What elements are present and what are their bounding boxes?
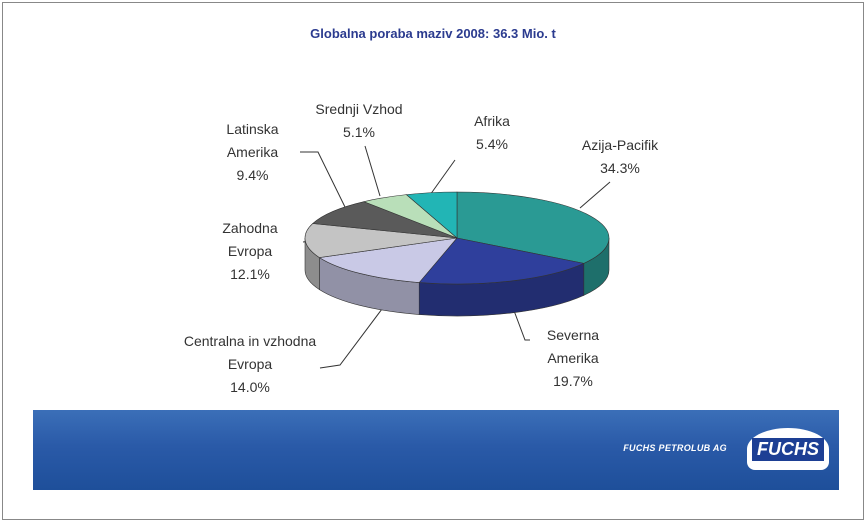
value-label: 34.3% (600, 160, 640, 176)
chart-title: Globalna poraba maziv 2008: 36.3 Mio. t (310, 26, 556, 41)
value-label: 12.1% (230, 266, 270, 282)
value-label: 9.4% (236, 167, 269, 183)
category-label: Srednji Vzhod (315, 101, 403, 117)
slice (418, 237, 585, 285)
category-label: Centralna in vzhodna Evropa (183, 333, 317, 372)
company-name: FUCHS PETROLUB AG (623, 443, 727, 453)
leader-line (429, 159, 456, 196)
data-label: Afrika 5.4% (455, 110, 529, 156)
data-label: Azija-Pacifik 34.3% (568, 134, 672, 180)
leader-line (579, 181, 611, 209)
data-label: Centralna in vzhodna Evropa 14.0% (180, 330, 320, 399)
slice (318, 237, 458, 283)
slice (405, 191, 458, 239)
category-label: Severna Amerika (546, 327, 600, 366)
top-faces (304, 191, 610, 285)
leader-line (300, 151, 346, 208)
slice (312, 201, 458, 239)
category-label: Zahodna Evropa (222, 220, 278, 259)
leader-line (509, 299, 530, 341)
slice (304, 223, 458, 258)
footer-banner: FUCHS PETROLUB AG FUCHS (33, 410, 839, 490)
logo-text: FUCHS (752, 438, 824, 461)
category-label: Azija-Pacifik (581, 137, 659, 153)
value-label: 14.0% (230, 379, 270, 395)
value-label: 19.7% (553, 373, 593, 389)
leader-line (319, 304, 386, 369)
value-label: 5.1% (343, 124, 375, 140)
category-label: Afrika (474, 113, 510, 129)
logo: FUCHS (747, 428, 829, 470)
data-label: Srednji Vzhod 5.1% (300, 98, 418, 144)
leader-lines (300, 145, 611, 369)
data-label: Latinska Amerika 9.4% (205, 118, 300, 187)
category-label: Latinska Amerika (226, 121, 279, 160)
value-label: 5.4% (476, 136, 508, 152)
leader-line (364, 145, 381, 197)
data-label: Zahodna Evropa 12.1% (205, 217, 295, 286)
data-label: Severna Amerika 19.7% (528, 324, 618, 393)
